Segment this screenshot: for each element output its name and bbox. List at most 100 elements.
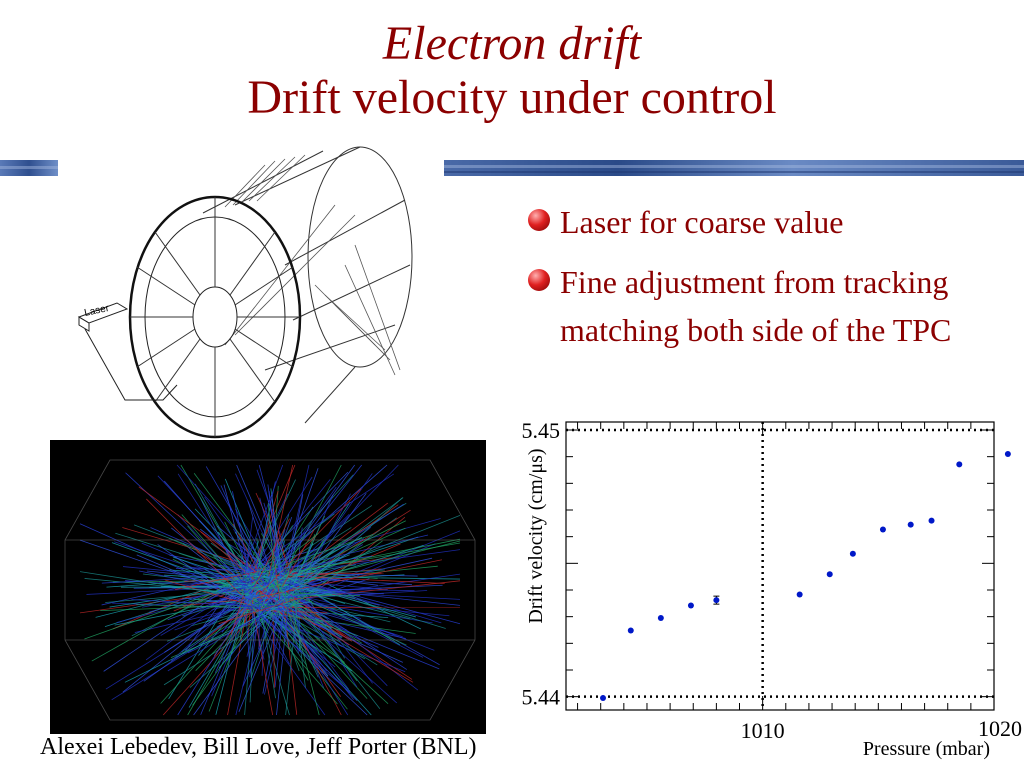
particle-track (146, 498, 246, 600)
particle-track (254, 505, 271, 584)
particle-track (247, 471, 349, 576)
particle-track (258, 599, 292, 633)
particle-track (291, 608, 398, 704)
particle-track (209, 575, 250, 600)
particle-track (293, 545, 345, 578)
particle-track (272, 580, 461, 602)
particle-track (298, 580, 461, 625)
slide-title-line1: Electron drift (382, 17, 642, 70)
particle-track (282, 527, 316, 587)
data-point (657, 615, 664, 621)
particle-track (200, 531, 274, 598)
particle-track (133, 524, 266, 575)
particle-track (259, 571, 446, 629)
particle-track (218, 598, 298, 625)
x-tick-label-1010: 1010 (741, 718, 785, 743)
particle-track (181, 514, 248, 590)
particle-track (226, 542, 277, 572)
particle-track (260, 533, 300, 599)
particle-track (258, 608, 272, 649)
particle-track (275, 605, 300, 672)
particle-track (296, 594, 336, 605)
particle-track (205, 466, 281, 596)
particle-track (227, 598, 253, 629)
particle-track (287, 591, 408, 670)
particle-track (288, 591, 407, 646)
data-point (1004, 451, 1011, 457)
particle-track (220, 485, 271, 597)
particle-track (273, 575, 290, 607)
particle-track (280, 582, 346, 593)
particle-track (291, 589, 298, 620)
particle-track (232, 491, 252, 586)
particle-track (259, 488, 362, 595)
data-point (687, 602, 694, 609)
particle-track (276, 464, 363, 574)
data-point (796, 591, 803, 598)
bullet-dot-icon (528, 209, 550, 231)
data-point (928, 517, 935, 524)
particle-track (291, 601, 329, 619)
bullet-text: Fine adjustment from tracking matching b… (560, 264, 952, 348)
particle-track (230, 593, 245, 636)
particle-track (157, 544, 241, 603)
particle-track (272, 608, 358, 636)
particle-track (261, 540, 286, 610)
particle-track (270, 485, 279, 592)
particle-track (174, 570, 260, 591)
particle-track (265, 576, 380, 606)
particle-track (172, 558, 271, 608)
particle-track (259, 606, 336, 668)
y-axis-label: Drift velocity (cm/μs) (525, 448, 547, 623)
particle-track (271, 494, 282, 578)
particle-track (177, 595, 254, 716)
particle-track (204, 575, 295, 583)
particle-track (250, 533, 319, 587)
particle-track (246, 493, 288, 578)
particle-track (226, 581, 285, 662)
particle-track (244, 474, 354, 595)
data-point (907, 521, 914, 528)
particle-track (176, 464, 276, 574)
particle-track (138, 486, 259, 574)
data-point (849, 550, 856, 557)
particle-track (241, 609, 416, 634)
y-tick-label-5.45: 5.45 (522, 418, 561, 443)
particle-track (291, 607, 320, 716)
data-point (627, 627, 634, 634)
particle-track (214, 586, 255, 673)
particle-track (223, 563, 254, 593)
data-point (713, 597, 720, 604)
particle-track (215, 577, 252, 715)
data-point (826, 571, 833, 578)
particle-track (280, 595, 319, 678)
bullet-text: Laser for coarse value (560, 204, 844, 240)
particle-track (283, 464, 310, 575)
particle-track (241, 527, 352, 596)
particle-track (285, 593, 342, 639)
particle-track (252, 490, 279, 578)
particle-track (243, 601, 326, 716)
particle-track (283, 497, 403, 605)
particle-track (276, 583, 335, 597)
particle-track (263, 502, 287, 581)
particle-track (187, 599, 255, 716)
particle-track (169, 569, 298, 580)
footer-authors: Alexei Lebedev, Bill Love, Jeff Porter (… (40, 734, 477, 760)
particle-track (282, 595, 298, 715)
particle-track (257, 513, 350, 605)
particle-track (243, 464, 284, 571)
particle-track (294, 527, 303, 591)
particle-track (268, 574, 445, 584)
particle-track (287, 599, 433, 624)
bullet-dot-icon (528, 269, 550, 291)
particle-track (245, 607, 250, 662)
particle-track (145, 588, 241, 661)
x-tick-label-1020: 1020 (978, 716, 1022, 741)
particle-track (244, 473, 395, 573)
y-tick-label-5.44: 5.44 (522, 685, 561, 710)
decorative-band-left (0, 160, 58, 176)
laser-label: Laser (83, 303, 110, 319)
particle-track (272, 588, 349, 690)
particle-track (244, 517, 254, 575)
